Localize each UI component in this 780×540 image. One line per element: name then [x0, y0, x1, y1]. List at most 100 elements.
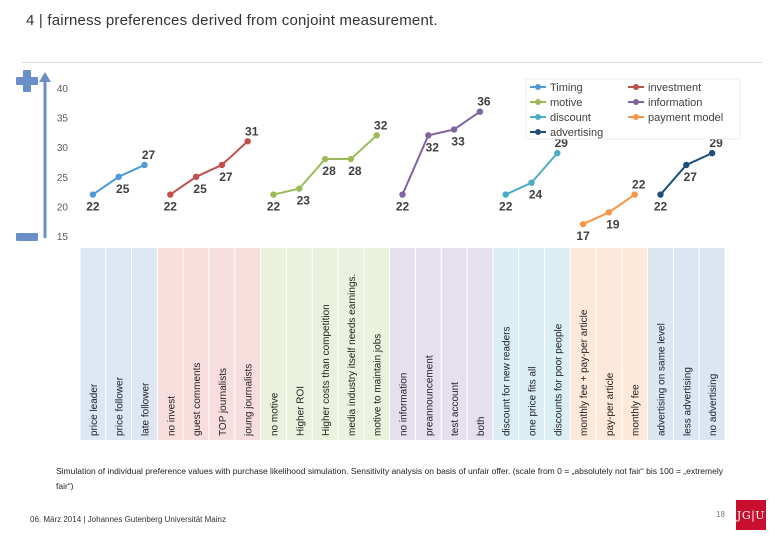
data-label-discount: 29 [555, 136, 569, 150]
category-label: price leader [89, 383, 100, 436]
data-point-discount [502, 191, 509, 198]
data-point-motive [373, 132, 380, 139]
legend-swatch-marker [633, 99, 639, 105]
data-label-timing: 25 [116, 182, 130, 196]
data-label-timing: 27 [142, 148, 156, 162]
data-point-timing [141, 161, 148, 169]
legend-swatch-marker [535, 129, 541, 135]
category-label: less advertising [682, 367, 693, 436]
data-point-information [450, 126, 458, 133]
data-point-payment_model [605, 209, 613, 216]
data-label-investment: 27 [219, 170, 233, 184]
series-line-information [401, 110, 481, 195]
data-label-motive: 22 [267, 200, 281, 214]
data-point-advertising [657, 191, 664, 198]
legend-swatch-marker [633, 84, 639, 90]
category-label: monthly fee + pay-per article [579, 309, 590, 436]
data-point-investment [218, 161, 226, 169]
data-point-motive [347, 155, 355, 163]
data-point-motive [270, 191, 277, 198]
data-label-information: 36 [477, 95, 491, 109]
data-label-information: 32 [426, 140, 440, 154]
category-label: both [476, 417, 487, 436]
category-label: no information [399, 373, 410, 436]
data-label-motive: 28 [322, 164, 336, 178]
title-divider [22, 62, 762, 63]
y-tick-label: 30 [57, 143, 69, 154]
category-label: test account [450, 382, 461, 436]
category-label: Higher costs than competition [321, 304, 332, 436]
legend-label: Timing [550, 82, 583, 94]
data-label-investment: 25 [193, 182, 207, 196]
category-label: monthly fee [631, 384, 642, 436]
page-number: 18 [716, 510, 725, 519]
data-point-discount [554, 149, 561, 157]
category-label: late follower [141, 382, 152, 436]
category-label: TOP journalists [218, 368, 229, 436]
category-label: no advertising [708, 374, 719, 436]
legend-swatch-marker [535, 114, 541, 120]
category-label: joung journalists [244, 364, 255, 437]
y-tick-label: 15 [57, 232, 69, 243]
category-label: guest comments [192, 363, 203, 436]
category-label: price follower [115, 376, 126, 436]
group-band-timing [80, 248, 158, 440]
data-label-investment: 31 [245, 124, 259, 138]
category-label: no invest [166, 396, 177, 436]
category-label: Higher ROI [295, 386, 306, 436]
data-point-discount [528, 179, 535, 186]
group-band-payment [570, 248, 648, 440]
data-label-timing: 22 [86, 200, 100, 214]
category-label: no motive [270, 392, 281, 436]
category-label: discounts for poor people [553, 323, 564, 436]
y-tick-label: 25 [57, 173, 69, 184]
legend-label: discount [550, 112, 591, 124]
data-point-information [425, 132, 432, 139]
category-label: pay-per article [605, 372, 616, 436]
legend-swatch-marker [535, 99, 541, 105]
data-point-motive [296, 185, 303, 192]
data-label-information: 33 [451, 134, 465, 148]
data-label-payment_model: 19 [606, 217, 620, 231]
data-point-investment [192, 173, 200, 180]
data-label-motive: 28 [348, 164, 362, 178]
data-point-timing [115, 173, 122, 180]
category-label: advertising on same level [657, 323, 668, 436]
category-label: preannouncement [424, 355, 435, 436]
minus-icon [16, 233, 38, 241]
legend-swatch-marker [535, 84, 541, 90]
up-arrow-icon [39, 72, 51, 238]
data-point-timing [89, 191, 97, 198]
data-label-discount: 24 [529, 188, 543, 202]
data-point-advertising [683, 161, 690, 169]
legend-label: advertising [550, 127, 603, 139]
data-point-information [399, 191, 406, 198]
chart-caption: Simulation of individual preference valu… [56, 466, 723, 491]
y-tick-label: 40 [57, 84, 69, 95]
legend-label: information [648, 97, 702, 109]
data-label-investment: 22 [164, 200, 178, 214]
series-line-investment [169, 140, 249, 196]
data-point-investment [167, 191, 174, 198]
category-label: motive to maintain jobs [373, 334, 384, 436]
data-label-advertising: 27 [684, 170, 698, 184]
group-band-discount [492, 248, 571, 440]
category-label: media industry itself needs earnings. [347, 274, 358, 436]
data-label-payment_model: 22 [632, 178, 646, 192]
legend-label: investment [648, 82, 701, 94]
y-tick-label: 20 [57, 202, 69, 213]
university-logo: JG|U [736, 500, 766, 530]
data-point-payment_model [579, 220, 587, 228]
data-label-information: 22 [396, 200, 410, 214]
category-label: one price fits all [528, 367, 539, 436]
data-point-investment [244, 138, 251, 145]
data-point-payment_model [631, 191, 638, 198]
category-label: discount for new readers [502, 326, 513, 436]
legend-box [525, 78, 741, 140]
data-point-motive [321, 155, 329, 163]
data-point-advertising [708, 149, 716, 157]
y-tick-label: 35 [57, 114, 69, 125]
data-label-advertising: 22 [654, 200, 668, 214]
data-label-payment_model: 17 [576, 229, 590, 243]
